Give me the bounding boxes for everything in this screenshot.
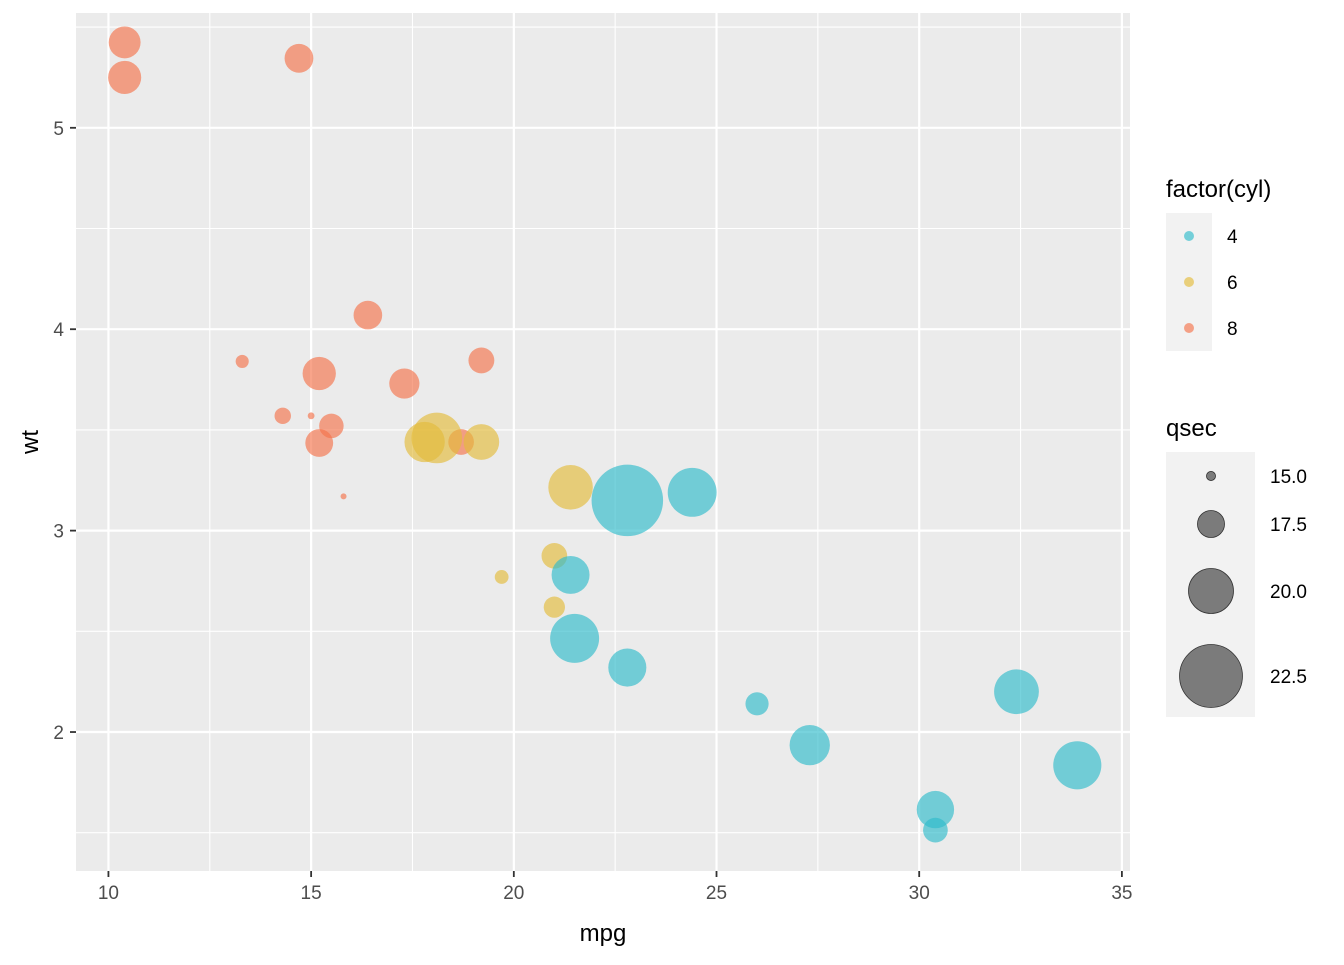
y-tick-label: 2: [53, 723, 64, 744]
y-tick-label: 5: [53, 119, 64, 140]
x-axis: 10 15 20 25 30 35: [98, 871, 1132, 904]
data-point: [302, 356, 336, 391]
data-point: [1053, 741, 1102, 790]
data-point: [468, 347, 495, 374]
data-point: [340, 493, 347, 500]
data-point: [108, 60, 142, 95]
data-points: [108, 26, 1102, 843]
data-point: [550, 613, 600, 663]
size-legend-key: [1206, 471, 1216, 481]
data-point: [235, 354, 249, 368]
plot-panel: [76, 13, 1130, 871]
size-legend-key: [1179, 644, 1243, 708]
data-point: [548, 465, 593, 510]
data-point: [923, 817, 948, 843]
data-point: [745, 692, 769, 716]
data-point: [591, 464, 664, 537]
size-legend: qsec 15.0 17.5 20.0 22.5: [1166, 415, 1307, 717]
data-point: [305, 429, 334, 457]
major-gridlines: [76, 13, 1130, 871]
data-point: [284, 43, 314, 73]
data-point: [551, 555, 590, 594]
data-point: [307, 412, 315, 420]
color-legend-key: [1184, 323, 1194, 333]
size-legend-label: 15.0: [1270, 467, 1307, 488]
size-legend-title: qsec: [1166, 415, 1217, 442]
data-point: [274, 407, 291, 425]
y-axis: 2 3 4 5: [53, 119, 76, 744]
color-legend-key: [1184, 277, 1194, 287]
data-point: [353, 300, 383, 330]
data-point: [667, 467, 717, 517]
x-tick-label: 30: [909, 883, 930, 904]
color-legend-label: 4: [1227, 227, 1238, 248]
data-point: [916, 790, 955, 829]
data-point: [463, 424, 500, 460]
data-point: [389, 368, 420, 399]
color-legend: factor(cyl) 4 6 8: [1166, 176, 1271, 351]
color-legend-label: 6: [1227, 273, 1238, 294]
color-legend-label: 8: [1227, 319, 1238, 340]
color-legend-title: factor(cyl): [1166, 176, 1271, 203]
data-point: [994, 669, 1039, 715]
data-point: [789, 724, 830, 766]
data-point: [108, 26, 141, 59]
size-legend-label: 20.0: [1270, 582, 1307, 603]
data-point: [404, 421, 445, 463]
x-axis-title: mpg: [580, 920, 627, 947]
size-legend-key: [1188, 568, 1234, 614]
size-legend-label: 17.5: [1270, 515, 1307, 536]
data-point: [608, 648, 647, 687]
data-point: [543, 596, 565, 618]
x-tick-label: 15: [301, 883, 322, 904]
y-tick-label: 4: [53, 320, 64, 341]
x-tick-label: 20: [503, 883, 524, 904]
x-tick-label: 10: [98, 883, 119, 904]
color-legend-key: [1184, 231, 1194, 241]
minor-gridlines: [76, 13, 1130, 871]
y-tick-label: 3: [53, 522, 64, 543]
size-legend-key: [1197, 510, 1225, 538]
y-axis-title: wt: [17, 430, 44, 455]
x-tick-label: 35: [1111, 883, 1132, 904]
data-point: [494, 570, 509, 584]
size-legend-label: 22.5: [1270, 667, 1307, 688]
x-tick-label: 25: [706, 883, 727, 904]
